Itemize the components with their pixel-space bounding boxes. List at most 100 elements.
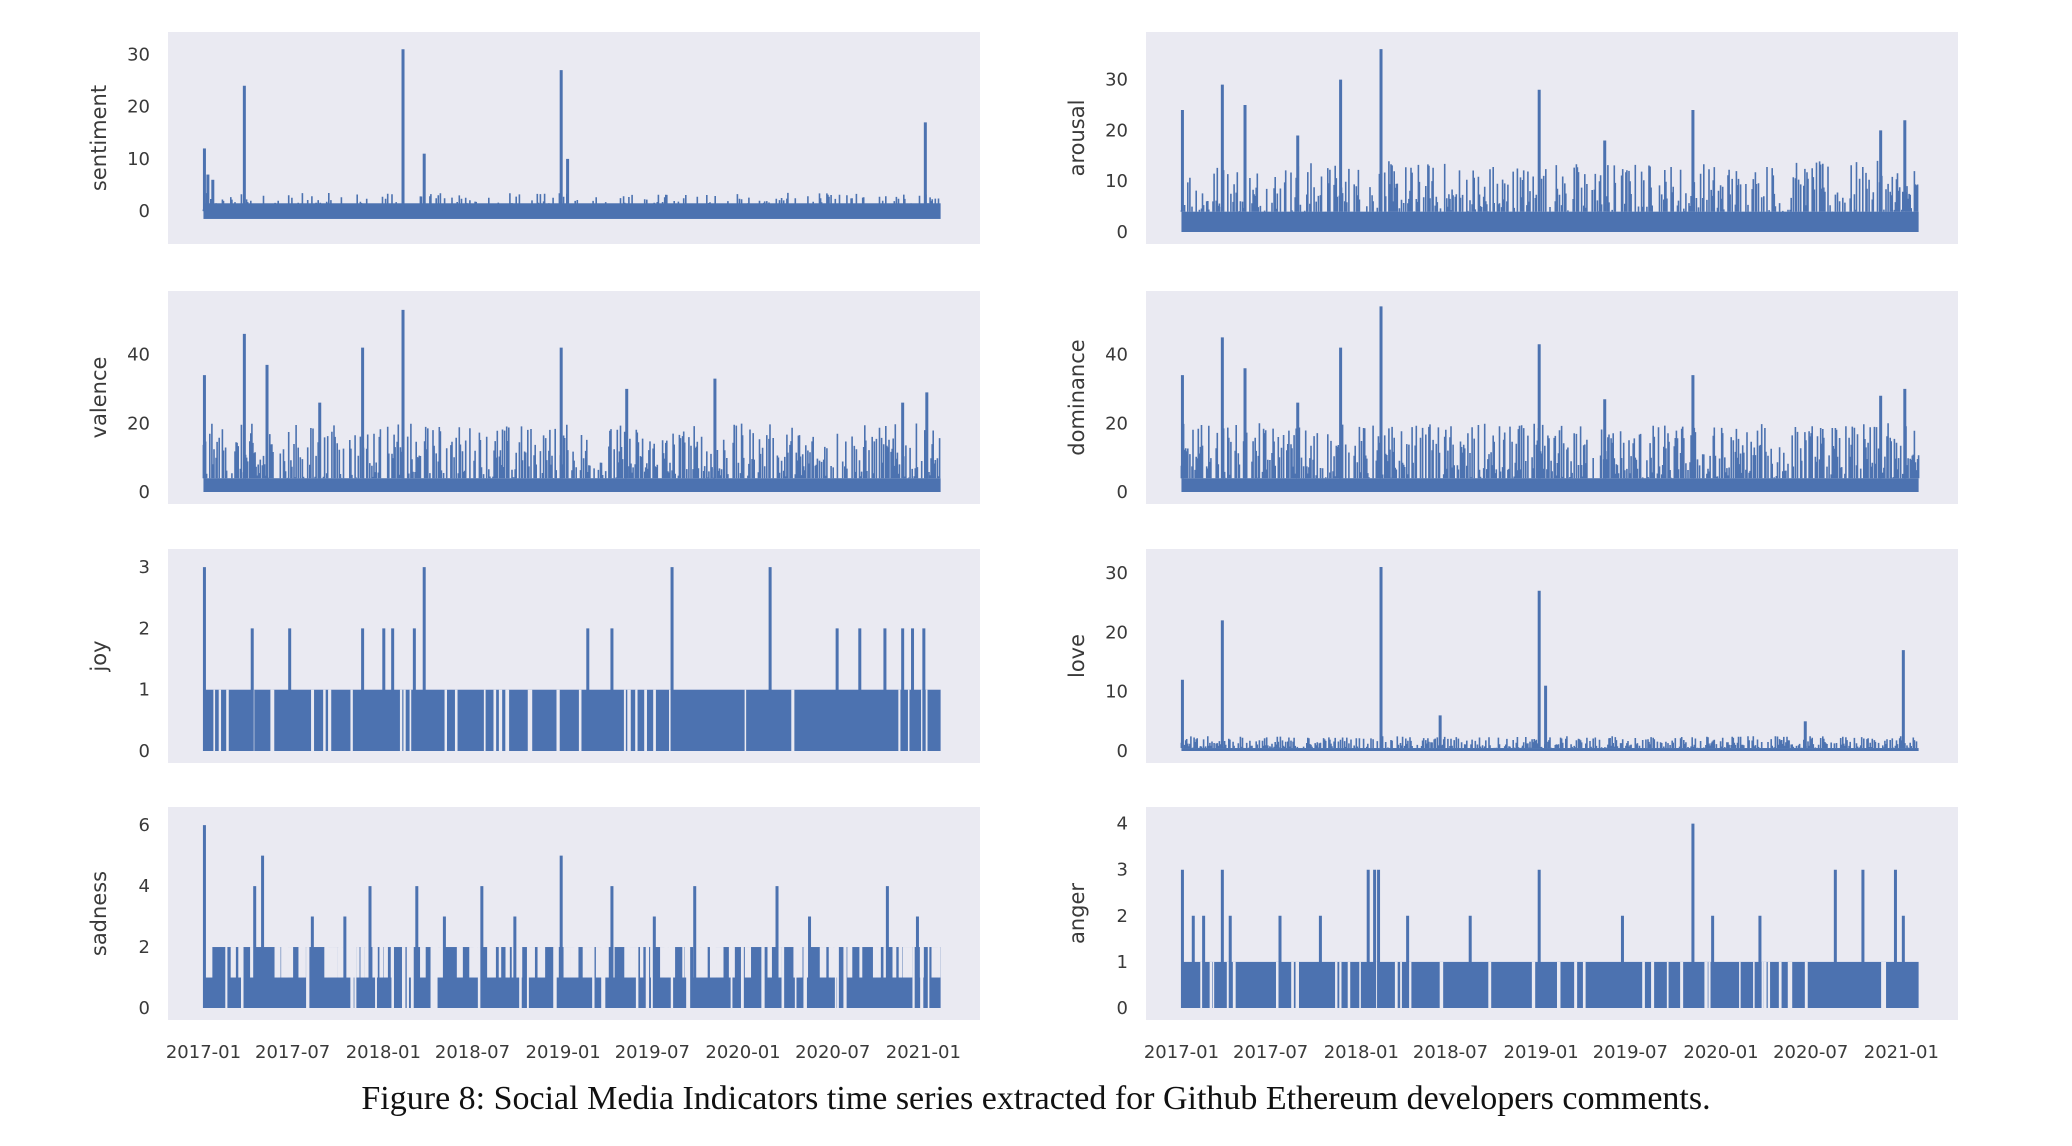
series-gap	[805, 947, 810, 978]
series-gap	[570, 947, 578, 978]
series-gap	[925, 689, 928, 751]
series-gap	[907, 689, 910, 751]
series-gap	[937, 947, 941, 978]
chart-panel-joy: 0 1 2 3 joy	[87, 549, 980, 763]
series-gap	[324, 947, 333, 978]
series-gap	[1394, 961, 1398, 1008]
x-tick-label: 2020-01	[1683, 1042, 1758, 1063]
series-gap	[669, 689, 672, 751]
x-tick-label: 2019-01	[526, 1042, 601, 1063]
series-gap	[645, 947, 650, 1008]
y-tick-label: 10	[1105, 171, 1128, 192]
series-gap	[556, 689, 560, 751]
series-gap	[205, 947, 209, 978]
series-gap	[627, 689, 631, 751]
series-gap	[410, 947, 414, 1008]
series-gap	[430, 947, 434, 1008]
series-gap	[711, 947, 716, 978]
series-gap	[513, 947, 521, 978]
series-gap	[1359, 961, 1361, 1008]
series-gap	[356, 947, 360, 978]
series-base	[203, 478, 941, 492]
y-tick-label: 20	[1105, 120, 1128, 141]
series-gap	[399, 689, 403, 751]
y-tick-label: 10	[1105, 682, 1128, 703]
series-gap	[1804, 961, 1808, 1008]
series-gap	[1439, 961, 1444, 1008]
series-gap	[653, 689, 656, 751]
series-gap	[271, 689, 275, 751]
series-gap	[1556, 961, 1561, 1008]
series-gap	[650, 947, 655, 978]
series-gap	[1767, 961, 1771, 1008]
series-gap	[899, 947, 903, 978]
y-tick-label: 4	[139, 876, 150, 897]
series-gap	[670, 947, 674, 1008]
series-gap	[225, 947, 228, 1008]
x-tick-label: 2019-01	[1504, 1042, 1579, 1063]
series-gap	[554, 947, 559, 978]
y-tick-label: 40	[127, 345, 150, 366]
series-gap	[323, 689, 326, 751]
chart-panel-sentiment: 0 10 20 30 sentiment	[87, 32, 980, 244]
series-gap	[1232, 961, 1236, 1008]
y-tick-label: 20	[127, 413, 150, 434]
y-tick-label: 30	[1105, 70, 1128, 91]
series-gap	[644, 689, 647, 751]
y-tick-label: 1	[139, 680, 150, 701]
series-gap	[270, 689, 273, 751]
series-joy	[202, 567, 941, 751]
series-gap	[456, 947, 463, 978]
series-gap	[1708, 961, 1711, 1008]
chart-panel-love: 0 10 20 30 love	[1065, 549, 1958, 763]
series-gap	[1488, 961, 1492, 1008]
series-gap	[372, 947, 378, 978]
series-gap	[239, 947, 243, 978]
y-tick-label: 20	[1105, 413, 1128, 434]
series-gap	[635, 689, 638, 751]
series-gap	[919, 947, 924, 978]
series-gap	[1704, 961, 1708, 1008]
series-gap	[379, 947, 383, 978]
y-tick-label: 2	[139, 937, 150, 958]
chart-panel-anger: 0 1 2 3 4 anger 2017-01 2017-07 2018-01 2018-07 20…	[1065, 807, 1958, 1063]
y-tick-label: 0	[139, 998, 150, 1019]
series-gap	[898, 689, 901, 751]
x-tick-label: 2018-01	[1324, 1042, 1399, 1063]
series-gap	[830, 947, 833, 978]
y-tick-label: 0	[139, 741, 150, 762]
series-gap	[213, 689, 216, 751]
series-love	[1180, 566, 1919, 751]
series-gap	[306, 947, 310, 1008]
y-tick-label: 2	[139, 618, 150, 639]
series-gap	[475, 947, 480, 978]
y-tick-label: 20	[1105, 622, 1128, 643]
series-gap	[878, 947, 881, 978]
series-gap	[1200, 961, 1204, 1008]
series-base	[203, 203, 941, 219]
series-gap	[276, 947, 281, 978]
series-gap	[1642, 961, 1645, 1008]
series-gap	[843, 947, 846, 1008]
series-dominance	[1180, 306, 1920, 492]
series-gap	[582, 947, 589, 978]
series-gap	[436, 947, 443, 978]
x-tick-label: 2017-07	[255, 1042, 330, 1063]
series-gap	[226, 689, 229, 751]
series-gap	[1739, 961, 1741, 1008]
series-gap	[281, 947, 287, 978]
y-tick-label: 0	[139, 482, 150, 503]
series-gap	[744, 689, 747, 751]
series-gap	[892, 947, 897, 978]
series-gap	[328, 689, 332, 751]
series-gap	[1881, 961, 1884, 1008]
series-gap	[493, 689, 497, 751]
series-gap	[1778, 961, 1782, 1008]
series-gap	[250, 947, 255, 978]
series-gap	[1275, 961, 1279, 1008]
series-gap	[440, 947, 445, 978]
series-gap	[537, 947, 546, 978]
series-gap	[1347, 961, 1351, 1008]
series-gap	[1753, 961, 1755, 1008]
series-gap	[635, 947, 639, 1008]
